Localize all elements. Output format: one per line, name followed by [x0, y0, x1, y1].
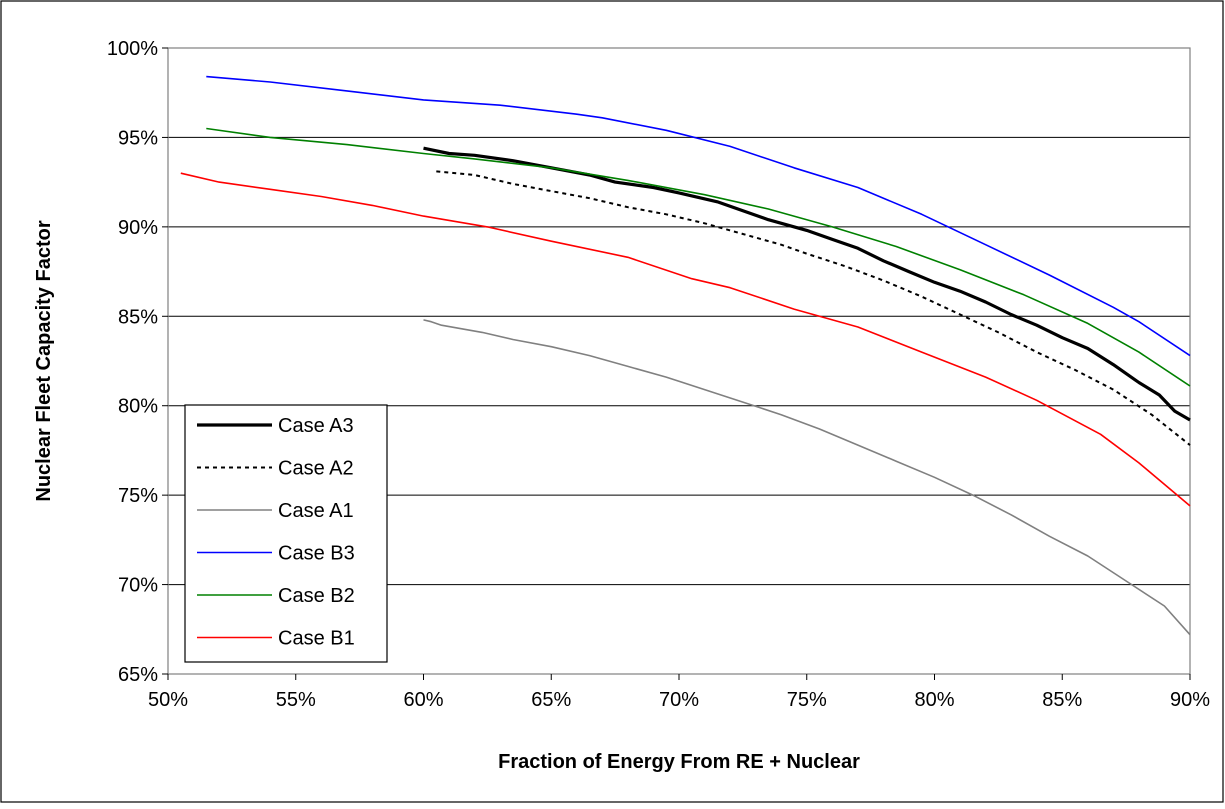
- y-axis-title: Nuclear Fleet Capacity Factor: [33, 220, 55, 501]
- x-tick-label: 50%: [148, 689, 188, 711]
- x-tick-label: 85%: [1042, 689, 1082, 711]
- legend-items: Case A3 Case A2 Case A1 Case B3 Case B2 Case …: [197, 415, 355, 650]
- x-tick-label: 55%: [276, 689, 316, 711]
- series-line-case-b1: [180, 172, 1191, 507]
- series-line-case-b2: [206, 127, 1191, 387]
- x-tick-label: 65%: [531, 689, 571, 711]
- legend-label: Case A2: [278, 458, 354, 480]
- series-line-case-a2: [436, 170, 1191, 446]
- x-tick-label: 60%: [403, 689, 443, 711]
- series-line-case-a1: [423, 319, 1191, 636]
- x-tick-label: 75%: [787, 689, 827, 711]
- x-tick-labels: 50% 55% 60% 65% 70% 75% 80% 85% 90%: [148, 674, 1210, 711]
- series-line-case-b3: [206, 75, 1191, 357]
- x-tick-label: 70%: [659, 689, 699, 711]
- y-tick-labels: 65% 70% 75% 80% 85% 90% 95% 100%: [107, 38, 168, 686]
- legend-label: Case B1: [278, 628, 355, 650]
- y-tick-label: 90%: [118, 217, 158, 239]
- x-tick-label: 90%: [1170, 689, 1210, 711]
- legend: Case A3 Case A2 Case A1 Case B3 Case B2 Case …: [184, 404, 388, 663]
- y-tick-label: 65%: [118, 664, 158, 686]
- y-tick-label: 75%: [118, 485, 158, 507]
- y-tick-label: 70%: [118, 575, 158, 597]
- y-tick-label: 100%: [107, 38, 158, 60]
- y-tick-label: 85%: [118, 306, 158, 328]
- x-axis-title: Fraction of Energy From RE + Nuclear: [498, 751, 860, 773]
- legend-label: Case A3: [278, 415, 354, 437]
- legend-label: Case B2: [278, 585, 355, 607]
- legend-box: [184, 404, 388, 663]
- legend-label: Case A1: [278, 500, 354, 522]
- y-tick-label: 80%: [118, 396, 158, 418]
- series-lines: [180, 75, 1191, 636]
- x-tick-label: 80%: [914, 689, 954, 711]
- legend-label: Case B3: [278, 543, 355, 565]
- y-tick-label: 95%: [118, 127, 158, 149]
